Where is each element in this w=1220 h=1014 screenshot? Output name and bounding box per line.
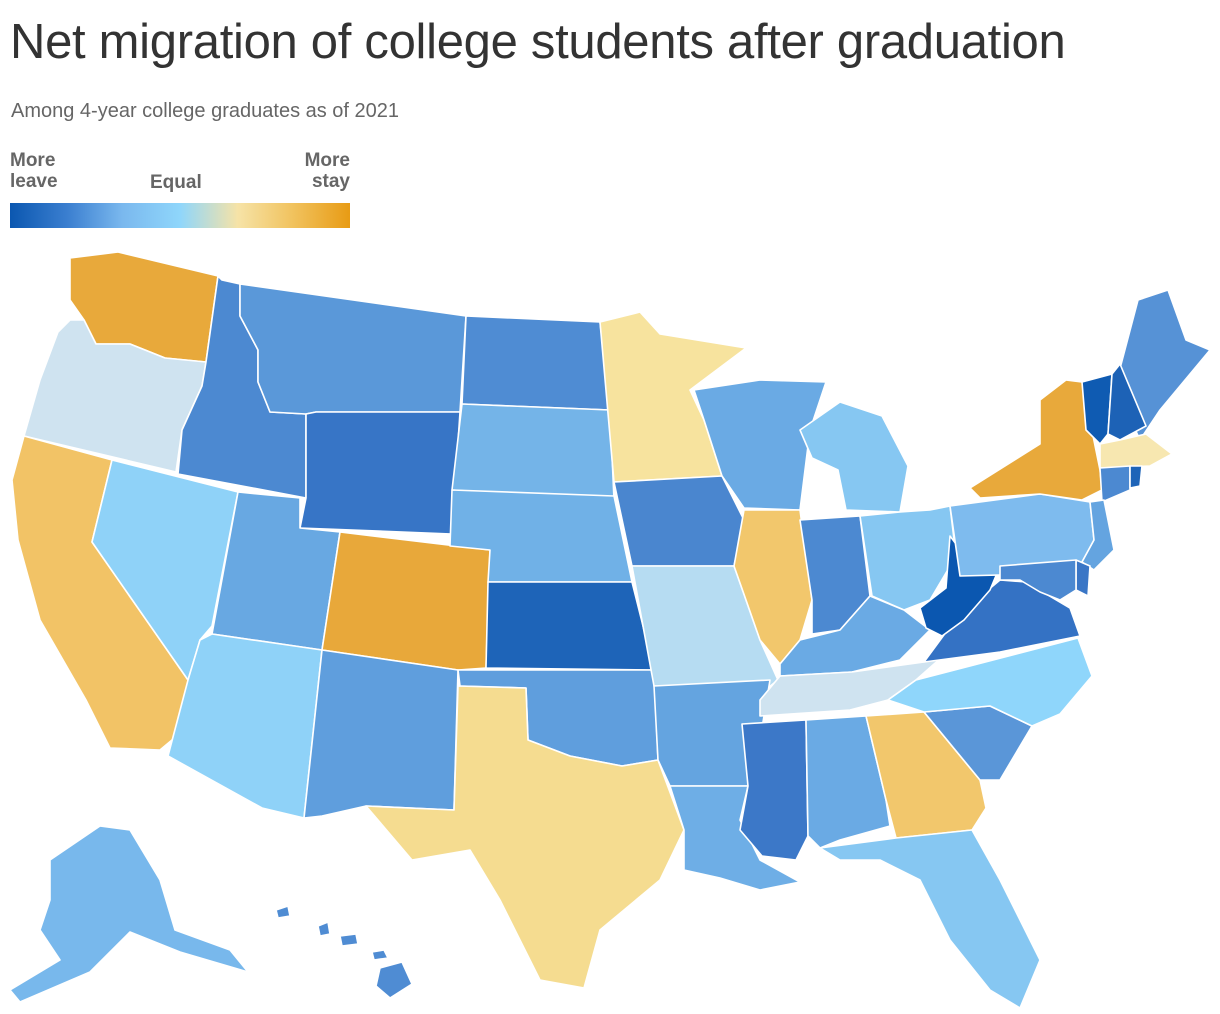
state-ct[interactable] [1099, 465, 1131, 503]
state-nd[interactable] [461, 315, 611, 411]
legend-more-leave-label: More leave [10, 150, 58, 192]
color-legend: More leave Equal More stay [10, 150, 350, 230]
state-mt[interactable] [239, 283, 467, 415]
state-tx[interactable] [365, 685, 685, 989]
legend-left-line1: More [10, 150, 56, 171]
legend-left-line2: leave [10, 171, 58, 192]
legend-more-stay-label: More stay [305, 150, 350, 192]
state-ri[interactable] [1129, 465, 1143, 489]
state-ny[interactable] [969, 379, 1103, 501]
state-nm[interactable] [303, 649, 459, 819]
state-tn[interactable] [759, 649, 951, 717]
state-hi[interactable] [275, 905, 413, 999]
state-fl[interactable] [819, 829, 1041, 1009]
state-mi[interactable] [799, 401, 909, 513]
state-sd[interactable] [451, 403, 615, 501]
state-de[interactable] [1075, 559, 1091, 597]
chart-subtitle: Among 4-year college graduates as of 202… [11, 100, 400, 122]
legend-right-line1: More [304, 150, 350, 171]
legend-equal-label: Equal [150, 172, 202, 193]
state-la[interactable] [669, 785, 801, 891]
state-layer [9, 251, 1211, 1009]
state-ma[interactable] [1099, 433, 1173, 469]
state-vt[interactable] [1081, 373, 1113, 445]
state-nh[interactable] [1107, 363, 1147, 441]
state-nc[interactable] [887, 637, 1093, 727]
state-ks[interactable] [485, 581, 655, 671]
us-state-map [9, 251, 1211, 1009]
state-ia[interactable] [613, 475, 745, 567]
state-co[interactable] [321, 531, 491, 671]
legend-right-line2: stay [311, 171, 350, 192]
state-md[interactable] [999, 559, 1077, 601]
state-nj[interactable] [1081, 499, 1115, 571]
chart-title: Net migration of college students after … [10, 15, 1066, 69]
state-wy[interactable] [299, 411, 461, 535]
state-ms[interactable] [739, 719, 809, 861]
legend-gradient-bar [10, 203, 350, 228]
state-ak[interactable] [9, 825, 249, 1003]
state-wv[interactable] [919, 535, 1001, 637]
